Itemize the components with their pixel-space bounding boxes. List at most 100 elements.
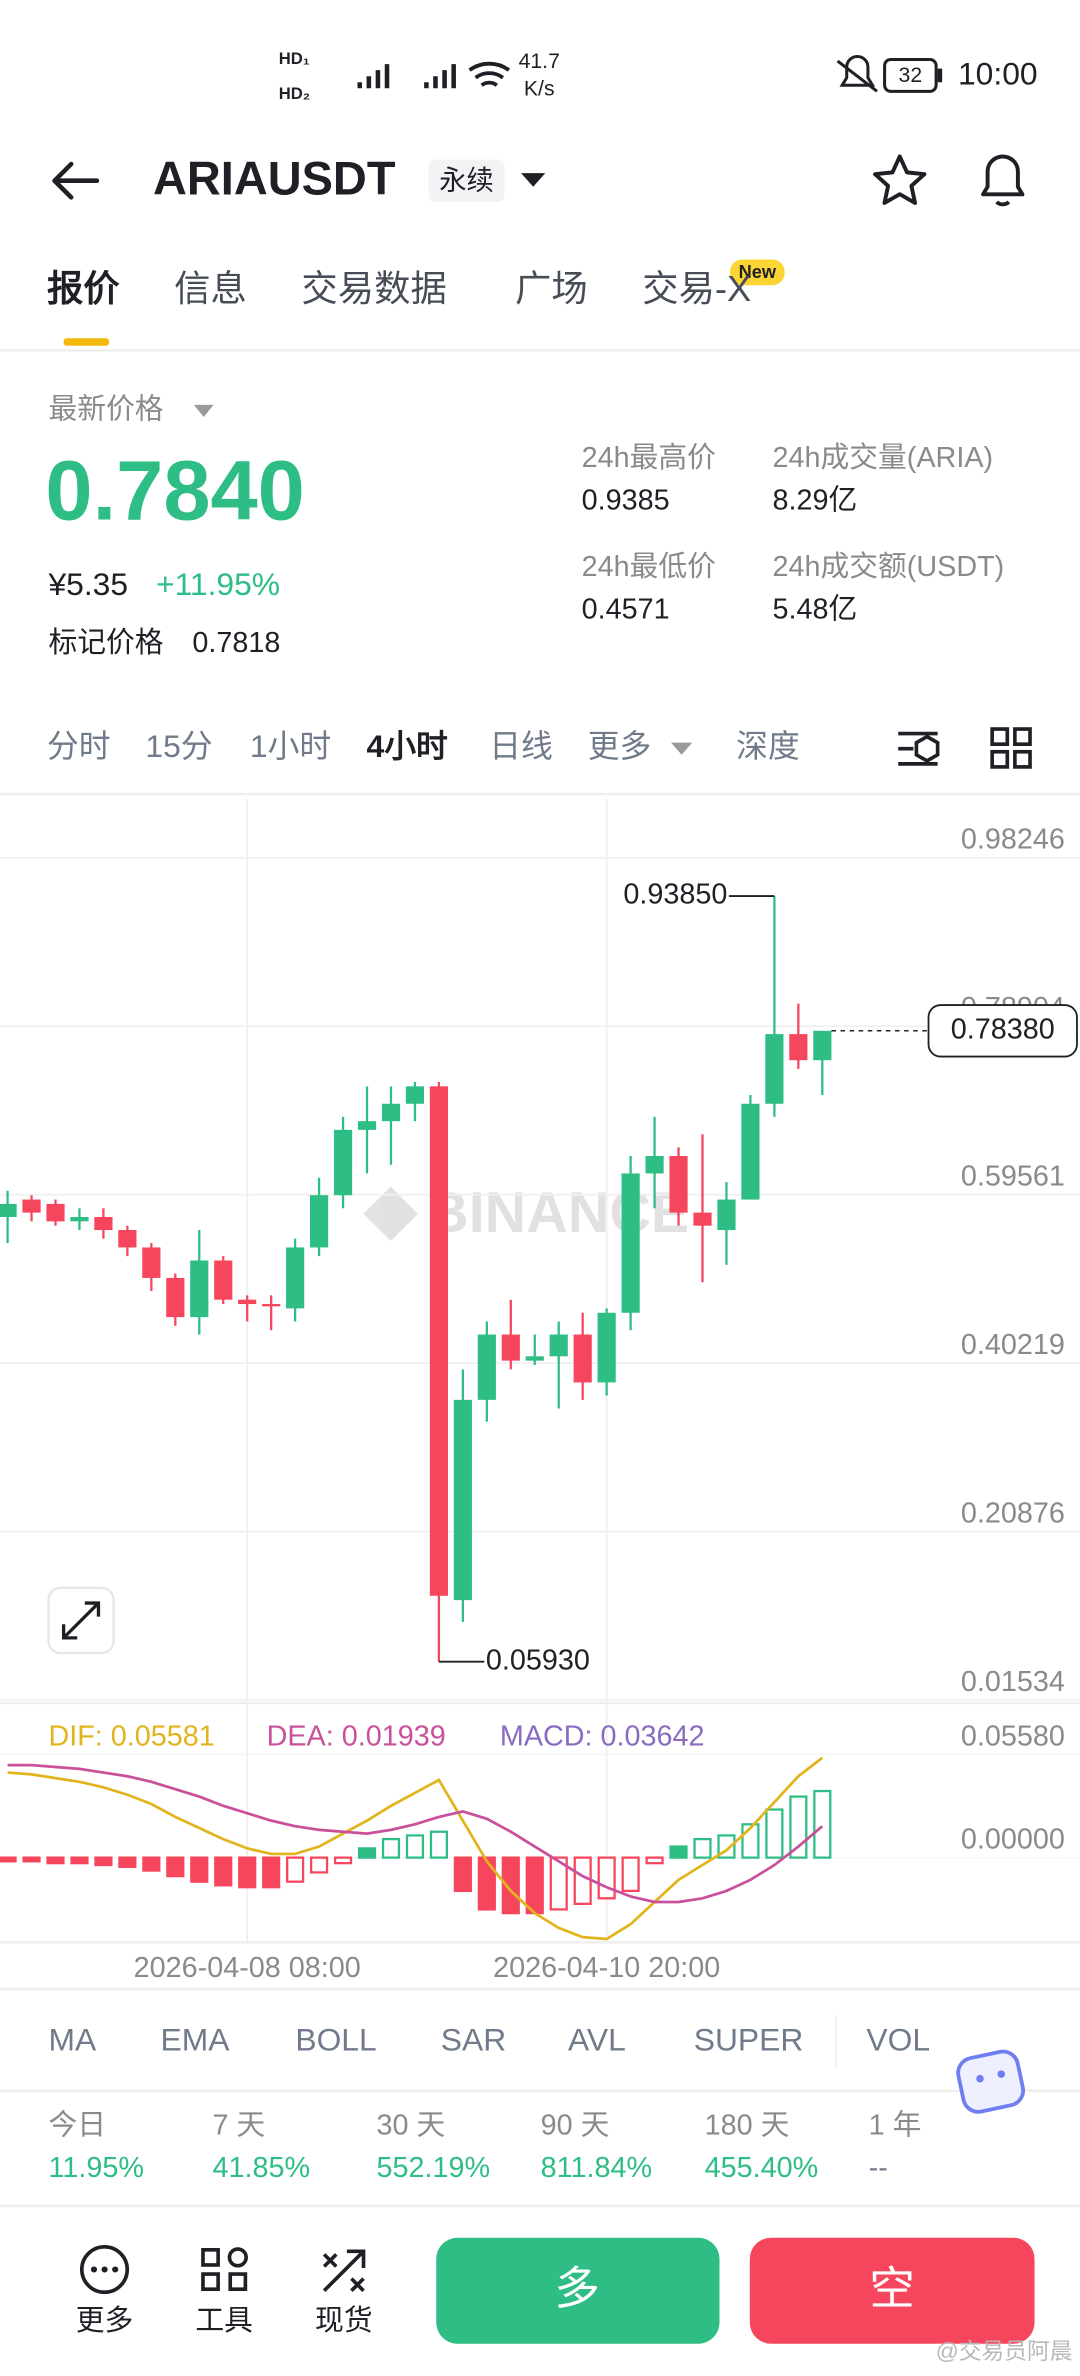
macd-bar bbox=[0, 1856, 17, 1863]
candle-body bbox=[621, 1173, 640, 1313]
macd-bar bbox=[142, 1856, 161, 1872]
symbol-dropdown[interactable] bbox=[521, 173, 546, 187]
y-tick-label: 0.00000 bbox=[961, 1824, 1065, 1856]
new-badge-text: New bbox=[739, 262, 777, 282]
interval[interactable]: 15分 bbox=[145, 728, 212, 764]
battery-tip bbox=[937, 68, 943, 83]
settings-hex bbox=[914, 734, 940, 763]
return-period: 180 天 bbox=[705, 2110, 790, 2142]
indicator[interactable]: SAR bbox=[441, 2022, 506, 2058]
assistant-button[interactable] bbox=[955, 2049, 1026, 2115]
candle-body bbox=[381, 1103, 401, 1122]
layout-square bbox=[1013, 749, 1032, 769]
indicator[interactable]: BOLL bbox=[295, 2022, 376, 2058]
candle-body bbox=[549, 1334, 568, 1357]
tab[interactable]: 交易-X bbox=[642, 268, 751, 309]
assistant-eye bbox=[997, 2070, 1006, 2078]
candle-body bbox=[741, 1103, 760, 1200]
tab[interactable]: 信息 bbox=[174, 268, 247, 309]
tool-label[interactable]: 工具 bbox=[195, 2305, 253, 2337]
candle-body bbox=[645, 1156, 664, 1174]
symbol[interactable]: ARIAUSDT bbox=[153, 152, 396, 205]
return-value: 811.84% bbox=[541, 2152, 652, 2184]
indicator[interactable]: VOL bbox=[866, 2022, 930, 2058]
tool-label[interactable]: 现货 bbox=[315, 2305, 373, 2337]
chart-settings-icon[interactable] bbox=[898, 731, 940, 766]
candle-body bbox=[429, 1086, 448, 1596]
hd-icon: HD₁ bbox=[279, 49, 310, 68]
candle-body bbox=[501, 1334, 520, 1361]
candle-body bbox=[405, 1086, 425, 1104]
candle-body bbox=[789, 1034, 808, 1061]
macd-bar bbox=[645, 1856, 664, 1865]
network-speed: 41.7 bbox=[519, 50, 560, 73]
candle-body bbox=[214, 1260, 233, 1300]
high-label: 0.93850 bbox=[623, 879, 727, 911]
last-price-label: 最新价格 bbox=[48, 394, 163, 426]
tab[interactable]: 广场 bbox=[515, 268, 588, 309]
macd-bar bbox=[22, 1856, 41, 1863]
long-button[interactable] bbox=[436, 2237, 720, 2344]
tools-icon[interactable] bbox=[201, 2247, 248, 2292]
candle-body bbox=[333, 1129, 353, 1196]
return-period: 30 天 bbox=[377, 2110, 446, 2142]
mute-icon bbox=[836, 55, 878, 93]
stat-value: 0.9385 bbox=[582, 484, 670, 516]
macd-bar bbox=[765, 1808, 784, 1859]
long-button-label[interactable]: 多 bbox=[554, 2263, 599, 2314]
candle-body bbox=[166, 1277, 185, 1318]
macd-bar bbox=[453, 1856, 472, 1893]
interval[interactable]: 1小时 bbox=[250, 728, 331, 764]
price-dropdown[interactable] bbox=[193, 404, 214, 418]
interval[interactable]: 分时 bbox=[47, 728, 111, 764]
macd-bar bbox=[166, 1856, 185, 1878]
more-dropdown[interactable] bbox=[671, 742, 693, 755]
macd-bar bbox=[501, 1856, 520, 1915]
tool-label[interactable]: 更多 bbox=[76, 2305, 134, 2337]
candle-body bbox=[597, 1312, 616, 1383]
macd-bar bbox=[621, 1856, 640, 1893]
candle-body bbox=[46, 1203, 65, 1222]
alert-button[interactable] bbox=[981, 154, 1025, 207]
kline-chart: BINANCE 2026-04-08 08:00 2026-04-10 20:00… bbox=[0, 798, 1080, 1991]
candle-body bbox=[453, 1399, 472, 1601]
indicator[interactable]: SUPER bbox=[694, 2022, 804, 2058]
indicator[interactable]: EMA bbox=[161, 2022, 231, 2058]
more-icon[interactable] bbox=[79, 2244, 130, 2295]
layout-icon[interactable] bbox=[990, 727, 1032, 769]
short-button-label[interactable]: 空 bbox=[869, 2263, 914, 2314]
tab[interactable]: 报价 bbox=[47, 268, 120, 309]
spot-icon[interactable] bbox=[322, 2249, 366, 2293]
macd-bar bbox=[357, 1847, 377, 1859]
candle-body bbox=[357, 1121, 377, 1130]
macd-bar bbox=[813, 1789, 832, 1859]
interval[interactable]: 4小时 bbox=[367, 728, 448, 764]
back-button[interactable] bbox=[52, 161, 100, 200]
indicator[interactable]: MA bbox=[48, 2022, 96, 2058]
y-tick-label: 0.01534 bbox=[961, 1666, 1065, 1698]
stat-label: 24h成交额(USDT) bbox=[773, 551, 1005, 583]
candle-body bbox=[262, 1304, 281, 1307]
new-badge bbox=[730, 259, 785, 286]
favorite-button[interactable] bbox=[873, 154, 927, 205]
tools-circle bbox=[227, 2247, 248, 2268]
macd-bar bbox=[286, 1856, 305, 1883]
macd-bar bbox=[669, 1845, 688, 1859]
indicator[interactable]: AVL bbox=[568, 2022, 626, 2058]
macd-bar bbox=[693, 1837, 712, 1859]
tab[interactable]: 交易数据 bbox=[301, 268, 446, 309]
short-button[interactable] bbox=[749, 2237, 1035, 2344]
interval[interactable]: 深度 bbox=[736, 728, 800, 764]
stat-label: 24h最低价 bbox=[582, 551, 716, 583]
candle-body bbox=[118, 1230, 137, 1248]
return-period: 今日 bbox=[48, 2110, 106, 2142]
candle-body bbox=[669, 1156, 688, 1213]
y-tick-label: 0.05580 bbox=[961, 1720, 1065, 1752]
legend-entry: DIF: 0.05581 bbox=[48, 1720, 214, 1752]
layout-square bbox=[990, 727, 1010, 747]
watermark-logo bbox=[363, 1186, 419, 1242]
interval[interactable]: 日线 bbox=[489, 728, 553, 764]
interval[interactable]: 更多 bbox=[588, 728, 652, 764]
candle-body bbox=[94, 1216, 113, 1231]
stat-label: 24h成交量(ARIA) bbox=[773, 442, 994, 474]
